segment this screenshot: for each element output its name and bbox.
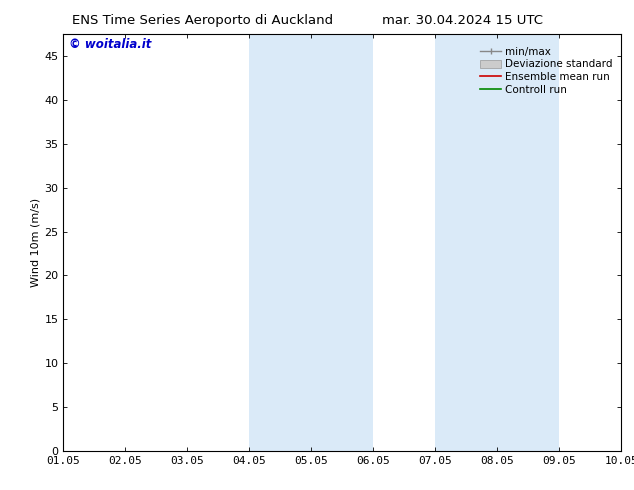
Y-axis label: Wind 10m (m/s): Wind 10m (m/s) <box>30 198 40 287</box>
Text: ENS Time Series Aeroporto di Auckland: ENS Time Series Aeroporto di Auckland <box>72 14 333 27</box>
Legend: min/max, Deviazione standard, Ensemble mean run, Controll run: min/max, Deviazione standard, Ensemble m… <box>477 44 616 98</box>
Bar <box>436 34 559 451</box>
Text: mar. 30.04.2024 15 UTC: mar. 30.04.2024 15 UTC <box>382 14 543 27</box>
Text: © woitalia.it: © woitalia.it <box>69 38 152 51</box>
Bar <box>249 34 373 451</box>
